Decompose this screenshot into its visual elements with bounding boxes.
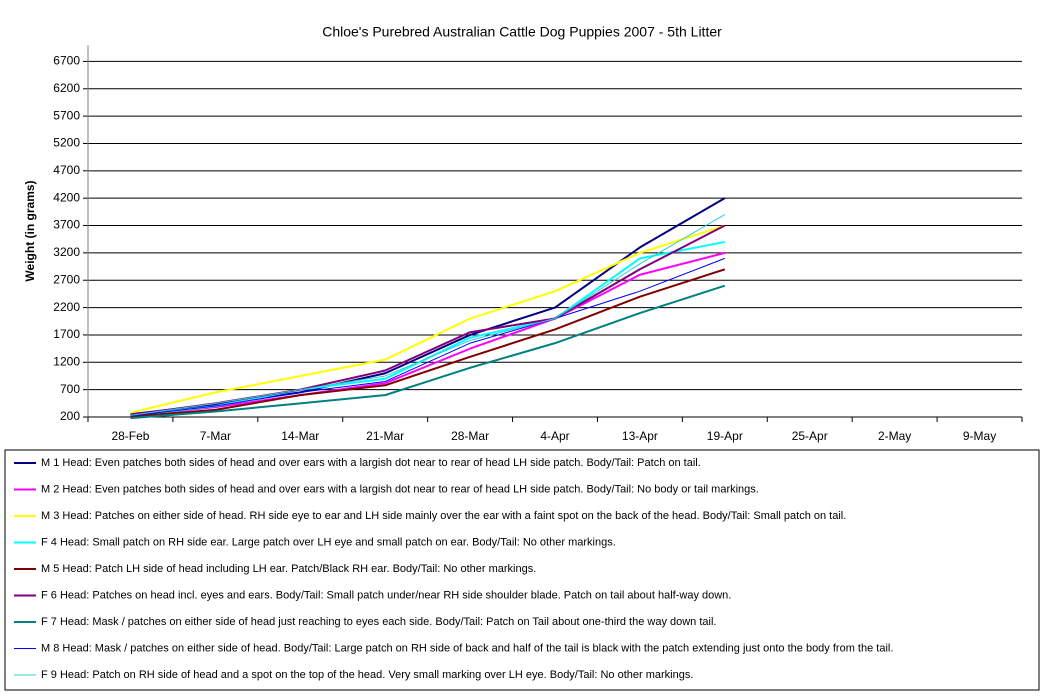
legend-label: M 1 Head: Even patches both sides of hea… [41, 457, 701, 469]
legend-label: M 8 Head: Mask / patches on either side … [41, 642, 893, 654]
x-tick-label: 13-Apr [622, 429, 658, 443]
legend-label: F 4 Head: Small patch on RH side ear. La… [41, 536, 616, 548]
series-line [130, 214, 726, 416]
y-tick-label: 5200 [53, 136, 80, 150]
series-line [130, 257, 725, 417]
legend-label: F 9 Head: Patch on RH side of head and a… [41, 669, 693, 681]
x-tick-label: 25-Apr [792, 429, 828, 443]
y-tick-label: 6200 [53, 81, 80, 95]
legend-label: M 5 Head: Patch LH side of head includin… [41, 563, 536, 575]
x-tick-label: 21-Mar [366, 429, 404, 443]
series-line [130, 224, 726, 414]
legend-label: M 2 Head: Even patches both sides of hea… [41, 483, 759, 495]
series-line [130, 284, 726, 420]
legend-label: M 3 Head: Patches on either side of head… [41, 510, 846, 522]
y-tick-label: 4700 [53, 163, 80, 177]
series-line [130, 268, 726, 418]
y-tick-label: 700 [60, 382, 80, 396]
series-line [130, 251, 726, 417]
y-tick-label: 6700 [53, 54, 80, 68]
y-tick-label: 4200 [53, 190, 80, 204]
y-tick-label: 3700 [53, 218, 80, 232]
x-tick-label: 19-Apr [707, 429, 743, 443]
x-tick-label: 4-Apr [540, 429, 569, 443]
y-tick-label: 5700 [53, 108, 80, 122]
x-tick-label: 7-Mar [200, 429, 231, 443]
legend-label: F 7 Head: Mask / patches on either side … [41, 616, 716, 628]
y-axis-title: Weight (in grams) [23, 180, 37, 281]
legend-box [4, 449, 1040, 691]
x-tick-label: 28-Feb [111, 429, 149, 443]
y-tick-label: 1700 [53, 327, 80, 341]
chart-title: Chloe's Purebred Australian Cattle Dog P… [322, 24, 722, 40]
y-tick-label: 2700 [53, 272, 80, 286]
x-tick-label: 14-Mar [281, 429, 319, 443]
x-tick-label: 2-May [878, 429, 911, 443]
legend-label: F 6 Head: Patches on head incl. eyes and… [41, 589, 731, 601]
y-tick-label: 3200 [53, 245, 80, 259]
y-tick-label: 200 [60, 409, 80, 423]
x-tick-label: 9-May [963, 429, 996, 443]
y-tick-label: 2200 [53, 300, 80, 314]
y-tick-label: 1200 [53, 354, 80, 368]
x-tick-label: 28-Mar [451, 429, 489, 443]
